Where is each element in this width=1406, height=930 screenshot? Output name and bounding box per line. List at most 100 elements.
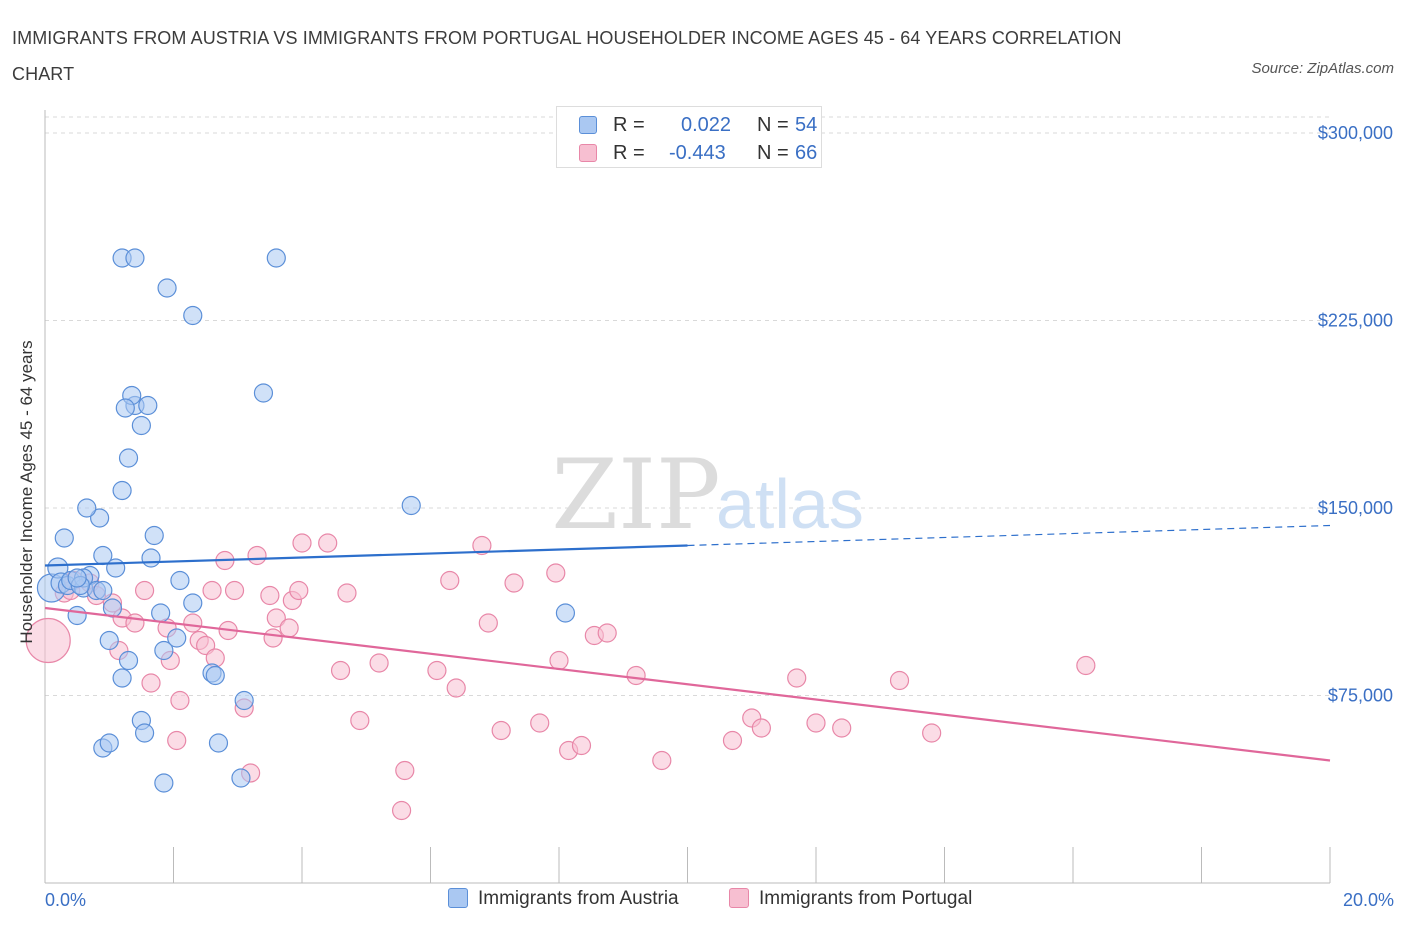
legend-r-label: R =: [613, 142, 645, 164]
y-axis-title: Householder Income Ages 45 - 64 years: [17, 340, 36, 643]
austria-point: [555, 603, 576, 623]
stats-legend: R = 0.022 N = 54 R = -0.443 N = 66: [556, 106, 822, 168]
austria-swatch: [579, 116, 597, 134]
austria-point: [231, 768, 251, 788]
portugal-point: [546, 563, 566, 583]
chart-title: IMMIGRANTS FROM AUSTRIA VS IMMIGRANTS FR…: [12, 28, 1122, 84]
austria-point: [112, 480, 132, 501]
x-axis-max-label: 20.0%: [1342, 890, 1394, 910]
watermark-atlas: atlas: [716, 465, 864, 543]
portugal-point: [832, 718, 852, 738]
portugal-point: [504, 573, 524, 593]
austria-point: [54, 528, 74, 548]
austria-point: [90, 508, 110, 528]
austria-point: [205, 665, 225, 686]
austria-point: [134, 723, 155, 743]
portugal-point: [279, 618, 299, 638]
watermark: ZIP atlas: [551, 439, 863, 551]
austria-point: [170, 570, 190, 591]
legend-r-value: -0.443: [669, 142, 726, 164]
portugal-point: [446, 678, 466, 698]
source-label: Source: ZipAtlas.com: [1251, 60, 1394, 77]
legend-n-label: N =: [757, 142, 789, 164]
legend-n-value: 66: [795, 142, 818, 164]
austria-point: [118, 650, 139, 671]
austria-trend-line: [44, 544, 688, 567]
austria-legend-swatch: [448, 888, 468, 908]
portugal-point: [549, 650, 569, 671]
trend-lines: [44, 524, 1331, 762]
austria-point: [154, 640, 174, 661]
austria-point: [141, 548, 161, 568]
austria-legend-label: Immigrants from Austria: [478, 888, 679, 909]
portugal-point: [337, 583, 357, 603]
austria-point: [253, 383, 274, 403]
austria-point: [151, 603, 171, 623]
austria-point: [115, 398, 135, 418]
austria-point: [99, 630, 119, 651]
portugal-point: [472, 535, 492, 556]
grid-layer: [45, 116, 1330, 696]
portugal-point: [722, 730, 743, 751]
portugal-point: [134, 580, 155, 601]
austria-point: [67, 568, 87, 588]
legend-item-portugal: Immigrants from Portugal: [729, 888, 972, 910]
portugal-legend-swatch: [729, 888, 749, 908]
portugal-point: [478, 613, 498, 633]
portugal-point: [530, 713, 550, 733]
austria-point: [77, 498, 97, 518]
portugal-point: [597, 623, 617, 643]
portugal-point: [224, 580, 245, 601]
portugal-point: [167, 730, 187, 751]
portugal-point: [263, 628, 283, 648]
legend-r-label: R =: [613, 114, 645, 136]
portugal-point: [369, 653, 389, 673]
portugal-point: [922, 723, 942, 743]
austria-point: [99, 733, 119, 753]
portugal-point: [391, 800, 412, 821]
portugal-point: [202, 580, 222, 601]
portugal-point: [350, 710, 370, 731]
austria-point: [125, 248, 145, 268]
portugal-point: [266, 608, 286, 628]
y-tick-label: $75,000: [1328, 686, 1393, 706]
portugal-point: [183, 613, 203, 633]
austria-point: [118, 448, 139, 468]
portugal-point: [395, 760, 415, 781]
austria-point: [183, 593, 203, 613]
portugal-point: [170, 690, 190, 711]
portugal-point: [1076, 655, 1096, 676]
austria-point: [131, 415, 151, 436]
austria-point: [112, 668, 132, 688]
austria-point: [138, 395, 158, 416]
portugal-point: [491, 720, 511, 741]
watermark-zip: ZIP: [551, 439, 720, 551]
austria-point: [401, 495, 421, 516]
portugal-point: [427, 660, 447, 681]
portugal-point: [318, 533, 338, 553]
austria-point: [144, 525, 164, 546]
y-tick-label: $150,000: [1318, 498, 1393, 518]
austria-point: [93, 580, 113, 601]
y-tick-label: $300,000: [1318, 123, 1393, 143]
series-legend: Immigrants from Austria Immigrants from …: [0, 888, 1406, 918]
portugal-point: [330, 660, 351, 681]
axes-layer: [44, 110, 1331, 884]
portugal-point: [626, 665, 646, 686]
portugal-point: [751, 718, 771, 738]
austria-point: [234, 690, 254, 711]
austria-point: [93, 545, 113, 566]
portugal-point: [247, 545, 267, 566]
portugal-point: [440, 570, 460, 591]
portugal-point: [652, 750, 672, 771]
austria-point: [154, 773, 174, 793]
austria-point: [266, 248, 286, 268]
austria-point: [157, 278, 177, 298]
portugal-legend-label: Immigrants from Portugal: [759, 888, 973, 909]
y-tick-labels: $75,000 $150,000 $225,000 $300,000: [1318, 123, 1393, 706]
portugal-point: [292, 533, 312, 553]
portugal-swatch: [579, 144, 597, 162]
portugal-point: [260, 585, 280, 606]
portugal-trend-line: [44, 606, 1331, 762]
